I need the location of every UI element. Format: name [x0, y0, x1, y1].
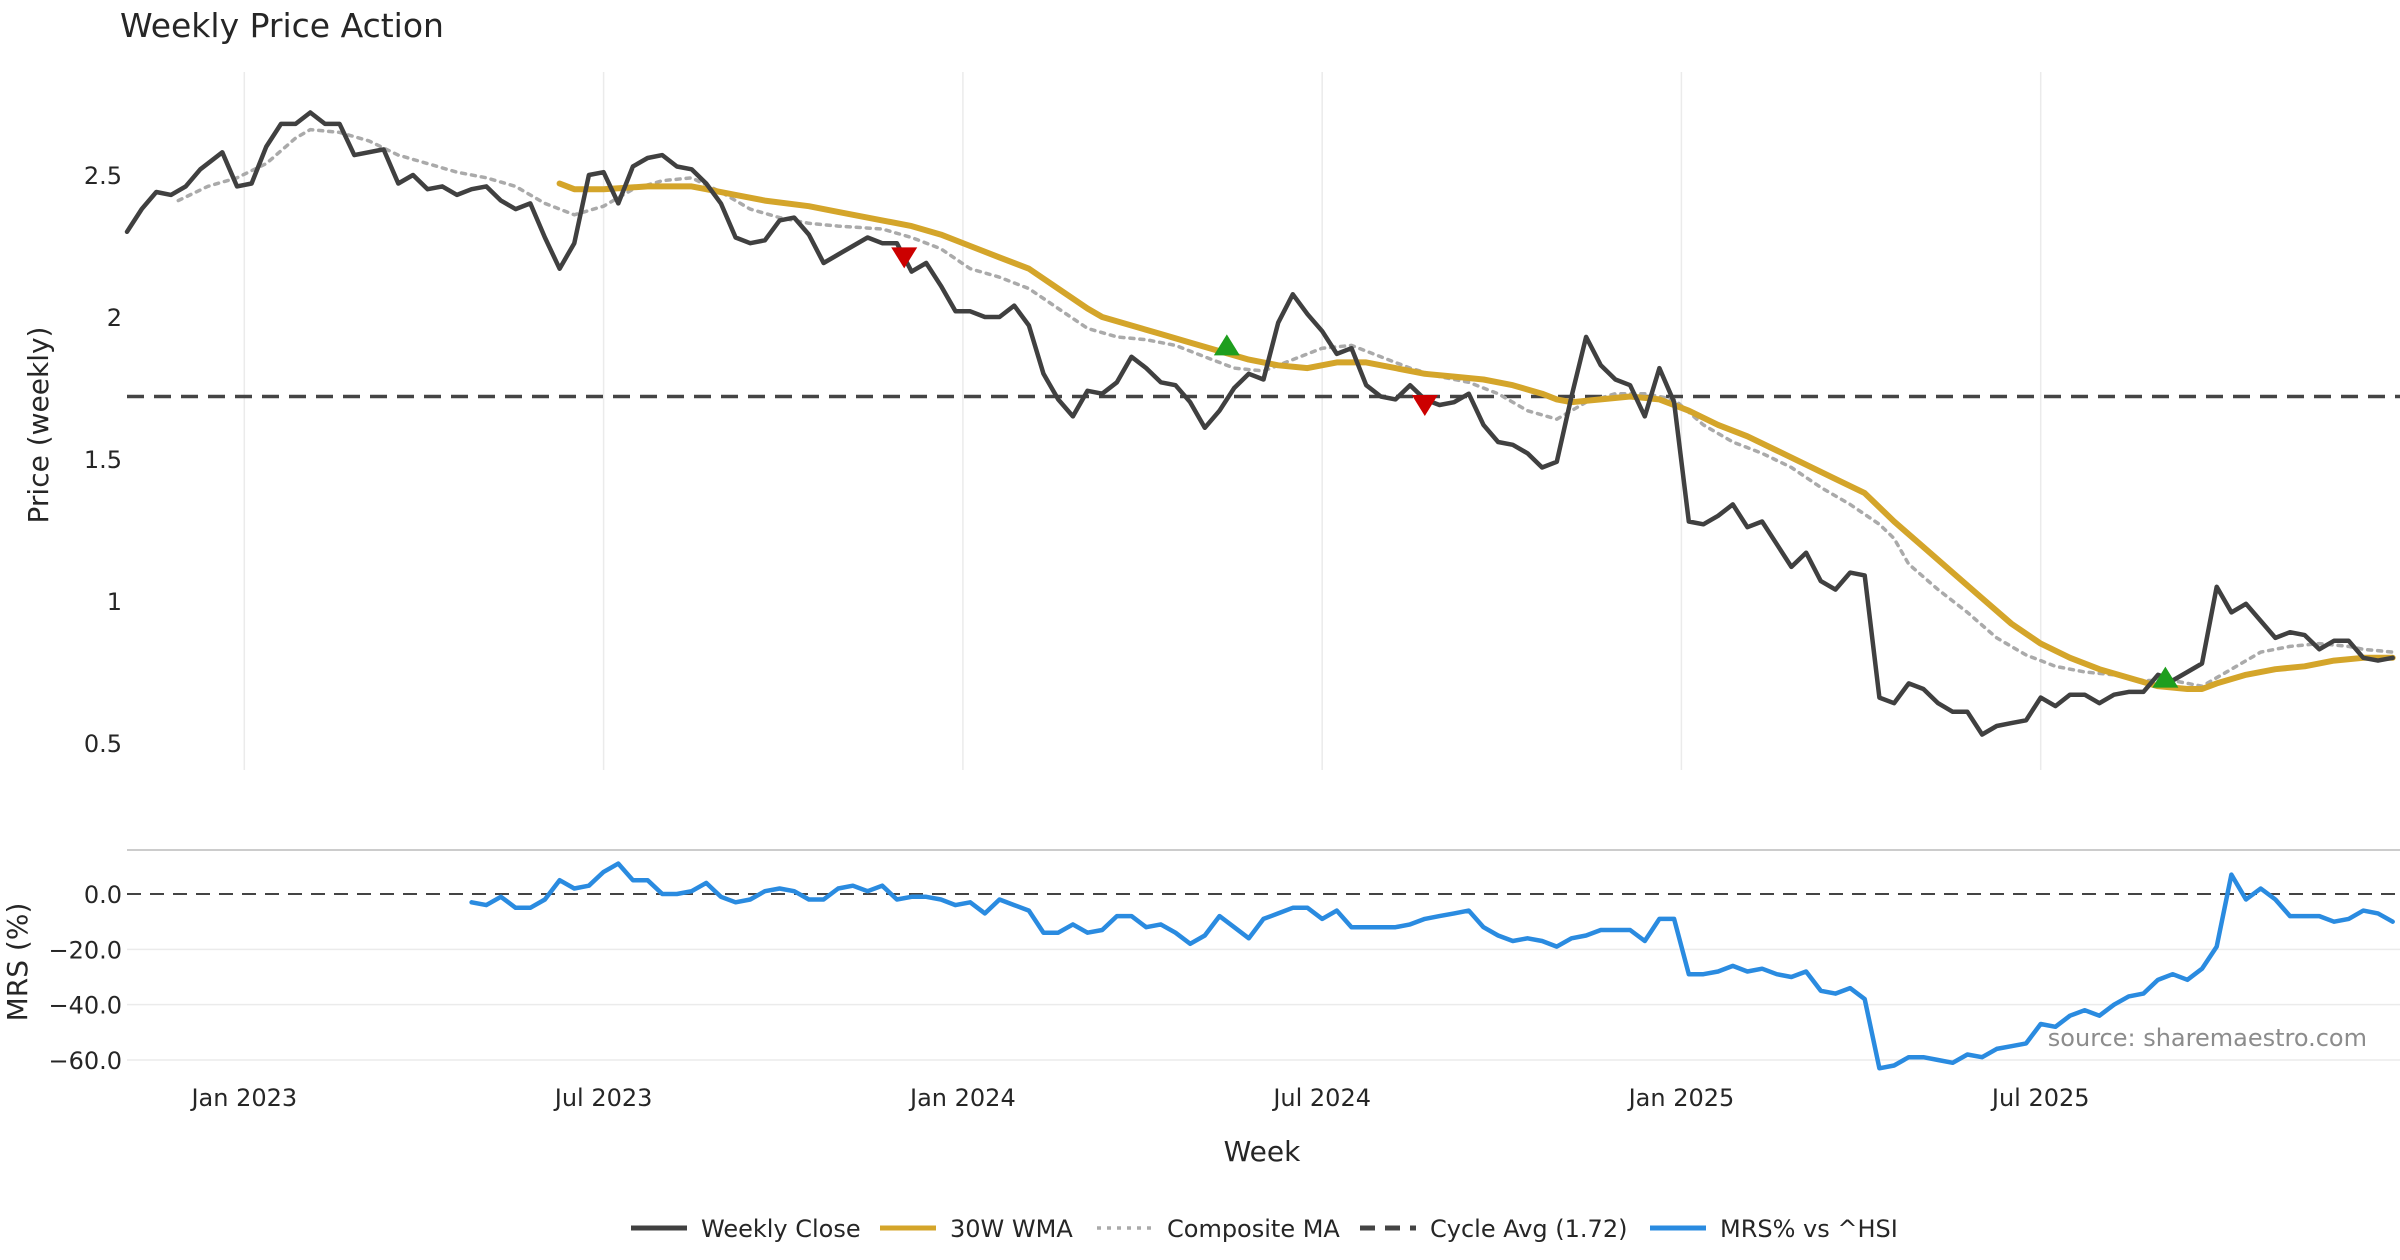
legend-label: Cycle Avg (1.72) — [1430, 1215, 1627, 1243]
mrs-y-tick-label: −20.0 — [48, 936, 122, 964]
price-y-tick-label: 1 — [107, 588, 122, 616]
price-y-tick-label: 2.5 — [84, 162, 122, 190]
mrs-y-tick-label: 0.0 — [84, 881, 122, 909]
price-y-tick-label: 0.5 — [84, 730, 122, 758]
legend-label: Weekly Close — [701, 1215, 861, 1243]
legend-item-3: Cycle Avg (1.72) — [1360, 1215, 1627, 1243]
composite-ma-line — [176, 127, 2395, 688]
buy-signal-marker-1 — [1213, 334, 1240, 356]
legend-item-0: Weekly Close — [631, 1215, 861, 1243]
wma-30w-line — [556, 180, 2396, 692]
price-y-axis-label: Price (weekly) — [22, 327, 55, 524]
signal-markers — [891, 247, 2179, 688]
reference-lines — [127, 394, 2400, 895]
x-tick-label: Jul 2024 — [1271, 1084, 1371, 1112]
source-note: source: sharemaestro.com — [2048, 1024, 2367, 1052]
x-axis-label: Week — [1224, 1135, 1301, 1168]
sell-signal-marker-2 — [1411, 395, 1438, 417]
legend-item-4: MRS% vs ^HSI — [1650, 1215, 1898, 1243]
x-tick-label: Jul 2025 — [1990, 1084, 2090, 1112]
legend-item-1: 30W WMA — [880, 1215, 1073, 1243]
price-y-tick-label: 2 — [107, 304, 122, 332]
x-tick-label: Jan 2024 — [908, 1084, 1016, 1112]
grid-lines — [127, 72, 2400, 1061]
mrs-y-tick-label: −60.0 — [48, 1047, 122, 1075]
mrs-y-axis-label: MRS (%) — [1, 903, 34, 1022]
x-tick-label: Jan 2023 — [189, 1084, 297, 1112]
weekly-close-line — [124, 110, 2395, 737]
mrs-y-tick-label: −40.0 — [48, 992, 122, 1020]
x-tick-label: Jul 2023 — [553, 1084, 653, 1112]
buy-signal-marker-3 — [2152, 666, 2179, 688]
mrs-line — [469, 861, 2395, 1071]
legend-label: Composite MA — [1167, 1215, 1340, 1243]
legend-label: MRS% vs ^HSI — [1720, 1215, 1898, 1243]
legend-label: 30W WMA — [950, 1215, 1073, 1243]
sell-signal-marker-0 — [891, 247, 918, 269]
series-lines — [124, 110, 2396, 1071]
chart-title: Weekly Price Action — [120, 6, 444, 45]
price-y-tick-label: 1.5 — [84, 446, 122, 474]
legend: Weekly Close 30W WMA Composite MA Cycle Avg… — [631, 1215, 1898, 1243]
legend-item-2: Composite MA — [1097, 1215, 1340, 1243]
x-tick-label: Jan 2025 — [1627, 1084, 1735, 1112]
axes: 0.5 1 1.5 2 2.5 0.0 −20.0 −40.0 −60.0 Jan 2023 Jul… — [48, 162, 2400, 1112]
